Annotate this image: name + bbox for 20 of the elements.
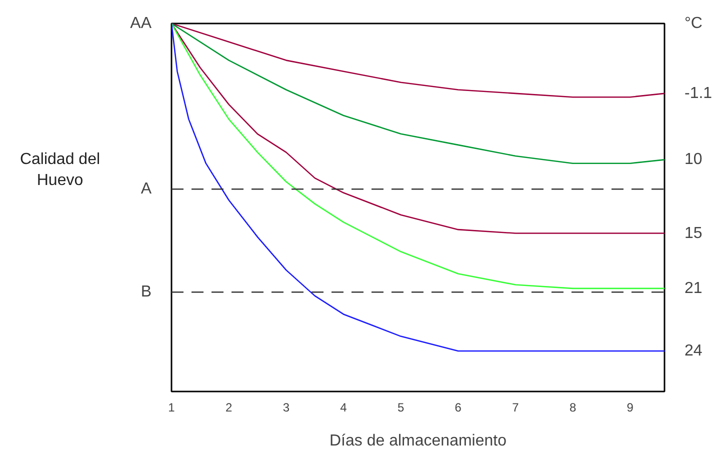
series-label: -1.1	[684, 84, 712, 102]
ref-line-label: A	[140, 180, 152, 198]
x-tick-label: 1	[168, 400, 176, 414]
series-label: 24	[684, 342, 702, 360]
ref-line-label: B	[140, 284, 152, 301]
series-label: 10	[684, 151, 702, 168]
legend-title: °C	[684, 15, 702, 32]
x-tick-label: 2	[225, 400, 232, 414]
x-tick-label: 9	[626, 400, 634, 414]
x-tick-label: 8	[569, 400, 576, 414]
x-tick-label: 5	[397, 400, 404, 414]
text: AA	[130, 15, 152, 32]
x-tick-label: 6	[454, 400, 462, 414]
x-tick-label: 4	[340, 400, 348, 414]
series-label: 21	[684, 280, 702, 297]
x-tick-label: 7	[512, 400, 520, 414]
y-axis-title: Calidad del Huevo	[20, 150, 100, 191]
series-label: 15	[684, 224, 702, 242]
x-axis-title: Días de almacenamiento	[330, 432, 507, 450]
x-tick-label: 3	[282, 400, 290, 414]
